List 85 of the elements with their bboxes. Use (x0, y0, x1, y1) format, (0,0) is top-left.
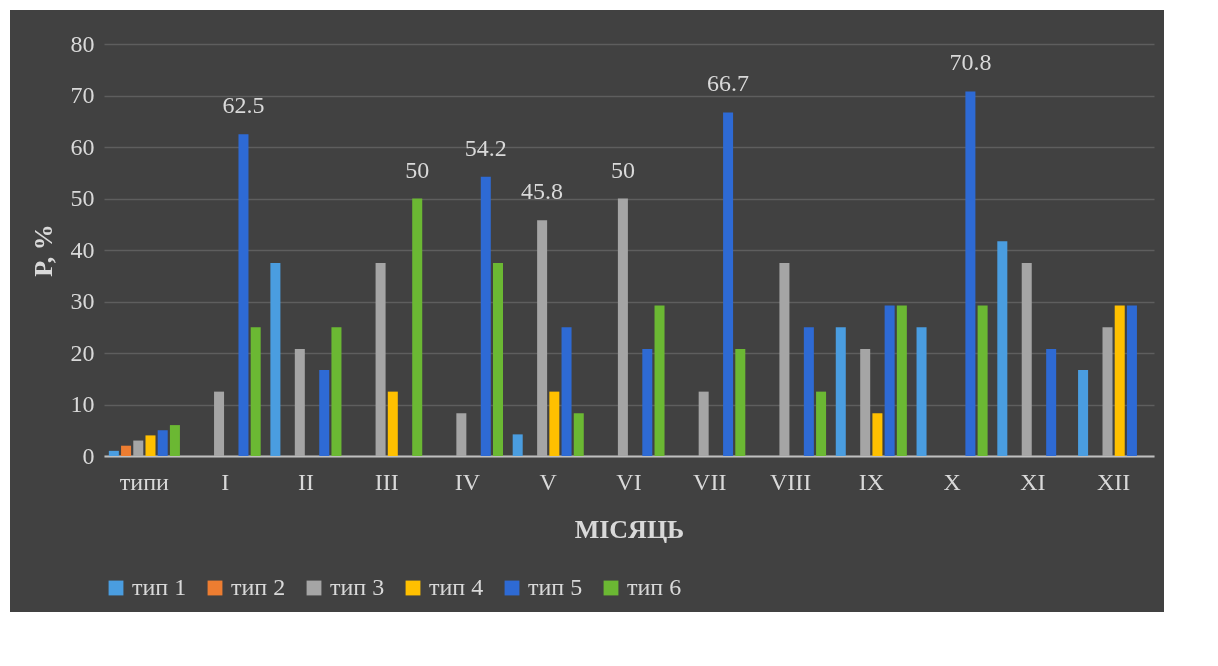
bar (1102, 327, 1113, 456)
legend-label: тип 4 (429, 574, 484, 600)
legend-label: тип 2 (231, 574, 286, 600)
bar (698, 391, 709, 456)
x-tick-label: II (297, 468, 314, 495)
y-tick-label: 30 (70, 288, 95, 314)
bar (735, 348, 746, 456)
bar (561, 327, 572, 456)
bar (642, 348, 653, 456)
bar (387, 391, 398, 456)
y-tick-label: 50 (70, 185, 95, 211)
bar (779, 262, 790, 456)
bar (916, 327, 927, 456)
bar (319, 370, 330, 456)
bar (537, 220, 548, 456)
data-label: 54.2 (464, 134, 507, 161)
y-tick-label: 20 (70, 339, 95, 366)
bar (997, 241, 1008, 456)
y-axis-title: P, % (28, 224, 58, 277)
bar (492, 262, 503, 456)
y-tick-label: 0 (82, 442, 95, 469)
x-tick-label: IV (454, 468, 481, 495)
y-tick-label: 40 (70, 236, 95, 263)
x-tick-label: I (221, 468, 230, 495)
data-label: 45.8 (521, 178, 564, 205)
data-label: 50 (610, 156, 635, 183)
legend-label: тип 6 (627, 574, 682, 600)
bar (238, 134, 249, 456)
data-label: 66.7 (707, 70, 750, 97)
bar (617, 198, 628, 456)
bar (965, 91, 976, 456)
bar (1114, 305, 1125, 456)
bar (331, 327, 342, 456)
bar (480, 176, 491, 456)
legend-label: тип 3 (330, 574, 385, 600)
bar (1021, 262, 1032, 456)
bar (1046, 348, 1057, 456)
y-tick-label: 10 (70, 391, 95, 417)
bar (816, 391, 827, 456)
bar (157, 430, 168, 456)
x-tick-label: V (539, 468, 558, 495)
x-tick-label: XII (1096, 468, 1131, 495)
bar (835, 327, 846, 456)
bar (549, 391, 560, 456)
bar (872, 413, 883, 456)
x-tick-label: VIII (769, 468, 812, 495)
bar (250, 327, 261, 456)
bar (512, 434, 523, 456)
bar (1126, 305, 1137, 456)
data-label: 50 (405, 156, 430, 183)
bar (1078, 370, 1089, 456)
bar (121, 445, 132, 456)
bar (573, 413, 584, 456)
x-tick-label: III (374, 468, 399, 495)
bar (108, 450, 119, 456)
x-tick-label: VII (693, 468, 727, 495)
bar (270, 262, 281, 456)
bar (294, 348, 305, 456)
legend-label: тип 1 (132, 574, 187, 600)
bar (133, 440, 144, 456)
bar (896, 305, 907, 456)
bar (977, 305, 988, 456)
bar (169, 425, 180, 456)
x-tick-label: IX (858, 468, 884, 495)
data-label: 70.8 (949, 49, 992, 76)
data-label: 62.5 (222, 92, 265, 119)
bar (884, 305, 895, 456)
x-tick-label: VI (616, 468, 642, 495)
bar (145, 435, 156, 456)
x-tick-label: X (943, 468, 961, 495)
x-tick-label: XI (1020, 468, 1046, 495)
y-tick-label: 80 (70, 30, 95, 57)
bar (803, 327, 814, 456)
x-axis-title: МІСЯЦЬ (574, 514, 685, 544)
bar (723, 112, 734, 456)
bar (860, 348, 871, 456)
x-tick-label: типи (119, 468, 170, 495)
bar (214, 391, 225, 456)
bar (456, 413, 467, 456)
bar (412, 198, 423, 456)
bar (375, 262, 386, 456)
y-tick-label: 60 (70, 133, 95, 160)
y-tick-label: 70 (70, 82, 95, 108)
bar (654, 305, 665, 456)
legend-label: тип 5 (528, 574, 583, 600)
